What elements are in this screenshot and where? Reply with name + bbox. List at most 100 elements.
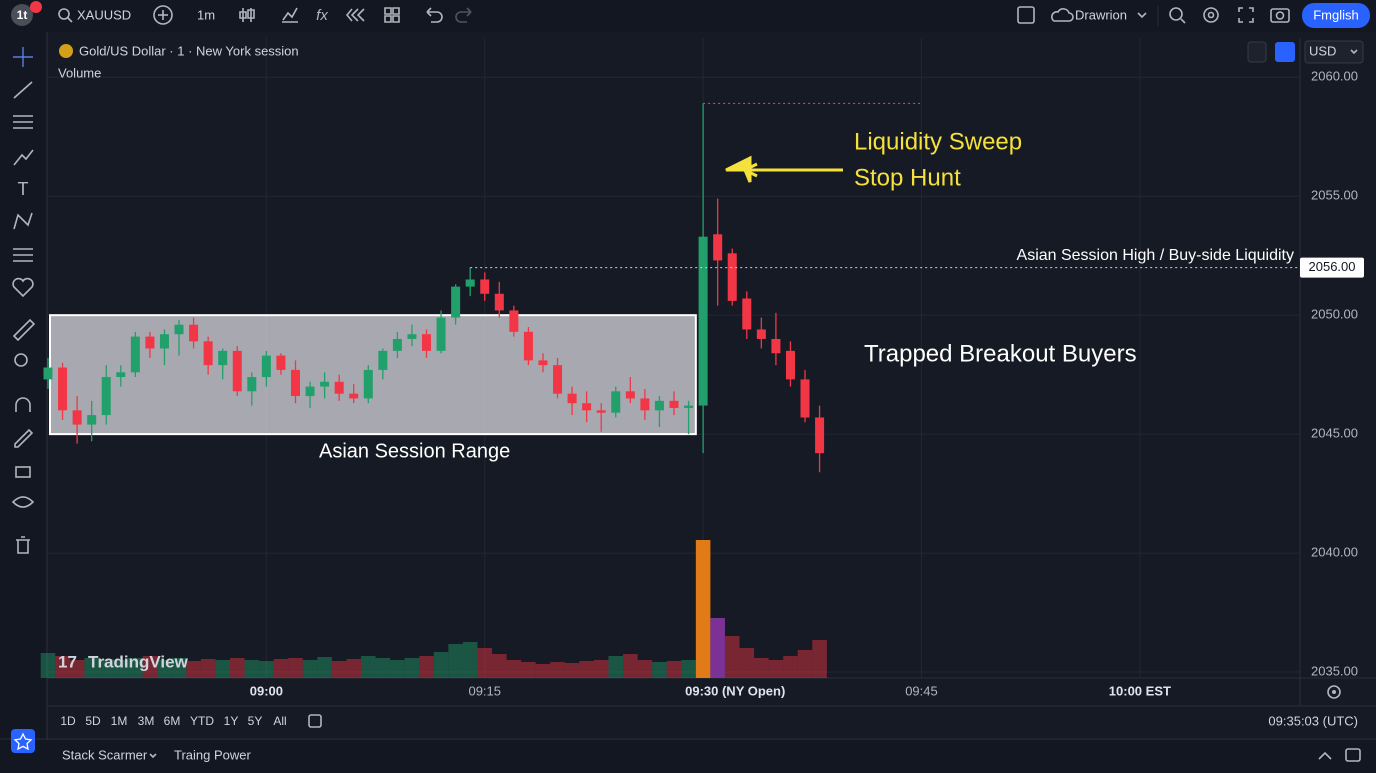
candle-body (174, 324, 184, 335)
collapse-button[interactable] (1318, 751, 1332, 760)
volume-bar (768, 660, 784, 678)
range-button[interactable]: 3M (138, 714, 155, 728)
magnet-tool[interactable] (15, 397, 31, 412)
volume-bar (448, 644, 463, 678)
draw-mode-tool[interactable] (14, 428, 34, 448)
volume-bar (288, 658, 303, 678)
cloud-icon[interactable] (1051, 8, 1074, 22)
add-symbol[interactable] (153, 5, 173, 25)
currency-select[interactable] (1304, 40, 1364, 64)
settings-button[interactable] (1203, 7, 1219, 23)
volume-bar (521, 662, 536, 678)
candle-body (218, 350, 228, 366)
logo-text: 1t (17, 8, 28, 22)
pattern-tool[interactable] (13, 212, 33, 230)
volume-bar (797, 650, 813, 678)
volume-bar (419, 656, 434, 678)
favorites-button[interactable] (11, 729, 35, 753)
drawings-menu[interactable]: Drawrion (1075, 7, 1127, 22)
candle-body (87, 415, 97, 425)
candle-body (334, 381, 344, 394)
range-button[interactable]: All (273, 714, 286, 728)
volume-bar (564, 663, 580, 678)
screenshot-button[interactable] (1270, 8, 1290, 23)
settings-dot[interactable] (1327, 685, 1341, 699)
trash-tool[interactable] (16, 536, 30, 554)
range-button[interactable]: 5Y (248, 714, 263, 728)
chevron[interactable] (1137, 12, 1147, 19)
layout-icon[interactable] (384, 7, 400, 23)
y-tick-label: 2035.00 (1311, 663, 1358, 678)
search-button[interactable] (1169, 7, 1183, 21)
x-tick-label: 09:30 (NY Open) (685, 683, 785, 698)
volume-bar (375, 658, 391, 678)
range-label: Asian Session Range (319, 440, 510, 462)
range-button[interactable]: 5D (85, 714, 101, 728)
watermark-logo: 17 (58, 652, 77, 671)
logo[interactable] (11, 4, 33, 26)
candle-body (582, 403, 592, 411)
volume-bar (535, 664, 551, 678)
candle-body (567, 393, 577, 404)
interval[interactable]: 1m (197, 7, 215, 22)
language-button[interactable] (1302, 3, 1370, 28)
fib-tool[interactable] (13, 115, 33, 129)
volume-bar (361, 656, 376, 678)
bottom-tab[interactable]: Stack Scarmer (62, 747, 148, 762)
volume-bar (128, 658, 143, 678)
fullscreen-button[interactable] (1238, 7, 1254, 23)
volume-bar (171, 658, 187, 678)
fx-icon[interactable]: fx (316, 7, 328, 24)
text-tool[interactable]: T (18, 179, 29, 199)
ruler-tool[interactable] (12, 318, 36, 342)
candle-body (290, 369, 301, 397)
x-tick-label: 09:45 (905, 683, 938, 698)
x-tick-label: 10:00 EST (1109, 683, 1171, 698)
volume-bar (695, 540, 711, 678)
bottom-panel (0, 740, 1376, 768)
symbol[interactable]: XAUUSD (77, 7, 131, 22)
y-tick-label: 2040.00 (1311, 545, 1358, 560)
trapped-label: Trapped Breakout Buyers (864, 340, 1137, 367)
visibility-tool[interactable] (11, 496, 35, 508)
undo[interactable] (426, 7, 443, 23)
candle-body (232, 350, 242, 392)
range-button[interactable]: 6M (164, 714, 181, 728)
candle-body (785, 350, 795, 380)
brush-tool[interactable] (13, 149, 34, 166)
indicators-icon[interactable] (282, 7, 298, 23)
range-button[interactable]: 1D (60, 714, 76, 728)
arrow (725, 155, 843, 183)
candle-body (43, 367, 53, 380)
candle-body (523, 331, 533, 361)
range-button[interactable]: YTD (190, 714, 214, 728)
date-range-icon[interactable] (308, 714, 322, 728)
volume-bar (302, 660, 318, 678)
object-tree[interactable] (1017, 6, 1035, 24)
candle-body (698, 236, 708, 406)
candle-body (276, 355, 286, 370)
volume-bar (317, 657, 332, 678)
range-button[interactable]: 1Y (224, 714, 239, 728)
volume-bar (259, 661, 274, 678)
candle-body (305, 386, 315, 397)
bottom-tab[interactable]: Traing Power (174, 747, 251, 762)
line-tool[interactable] (13, 81, 33, 99)
auto-scale-button[interactable] (1275, 42, 1295, 62)
projection-tool[interactable] (13, 248, 33, 262)
zoom-tool[interactable] (14, 353, 28, 367)
maximize-button[interactable] (1345, 748, 1361, 762)
currency: USD (1309, 43, 1336, 58)
scale-button[interactable] (1247, 41, 1267, 63)
volume-bar (404, 658, 420, 678)
volume-bar (215, 660, 230, 678)
candle-body (145, 336, 155, 349)
candle-body (363, 369, 373, 399)
chart-type-icon[interactable] (239, 8, 255, 22)
replay-icon[interactable] (345, 8, 365, 22)
favorites-tool[interactable] (12, 277, 34, 298)
range-button[interactable]: 1M (111, 714, 128, 728)
crosshair-tool[interactable] (13, 47, 33, 67)
lock-tool[interactable] (15, 466, 31, 478)
redo[interactable] (455, 7, 472, 23)
